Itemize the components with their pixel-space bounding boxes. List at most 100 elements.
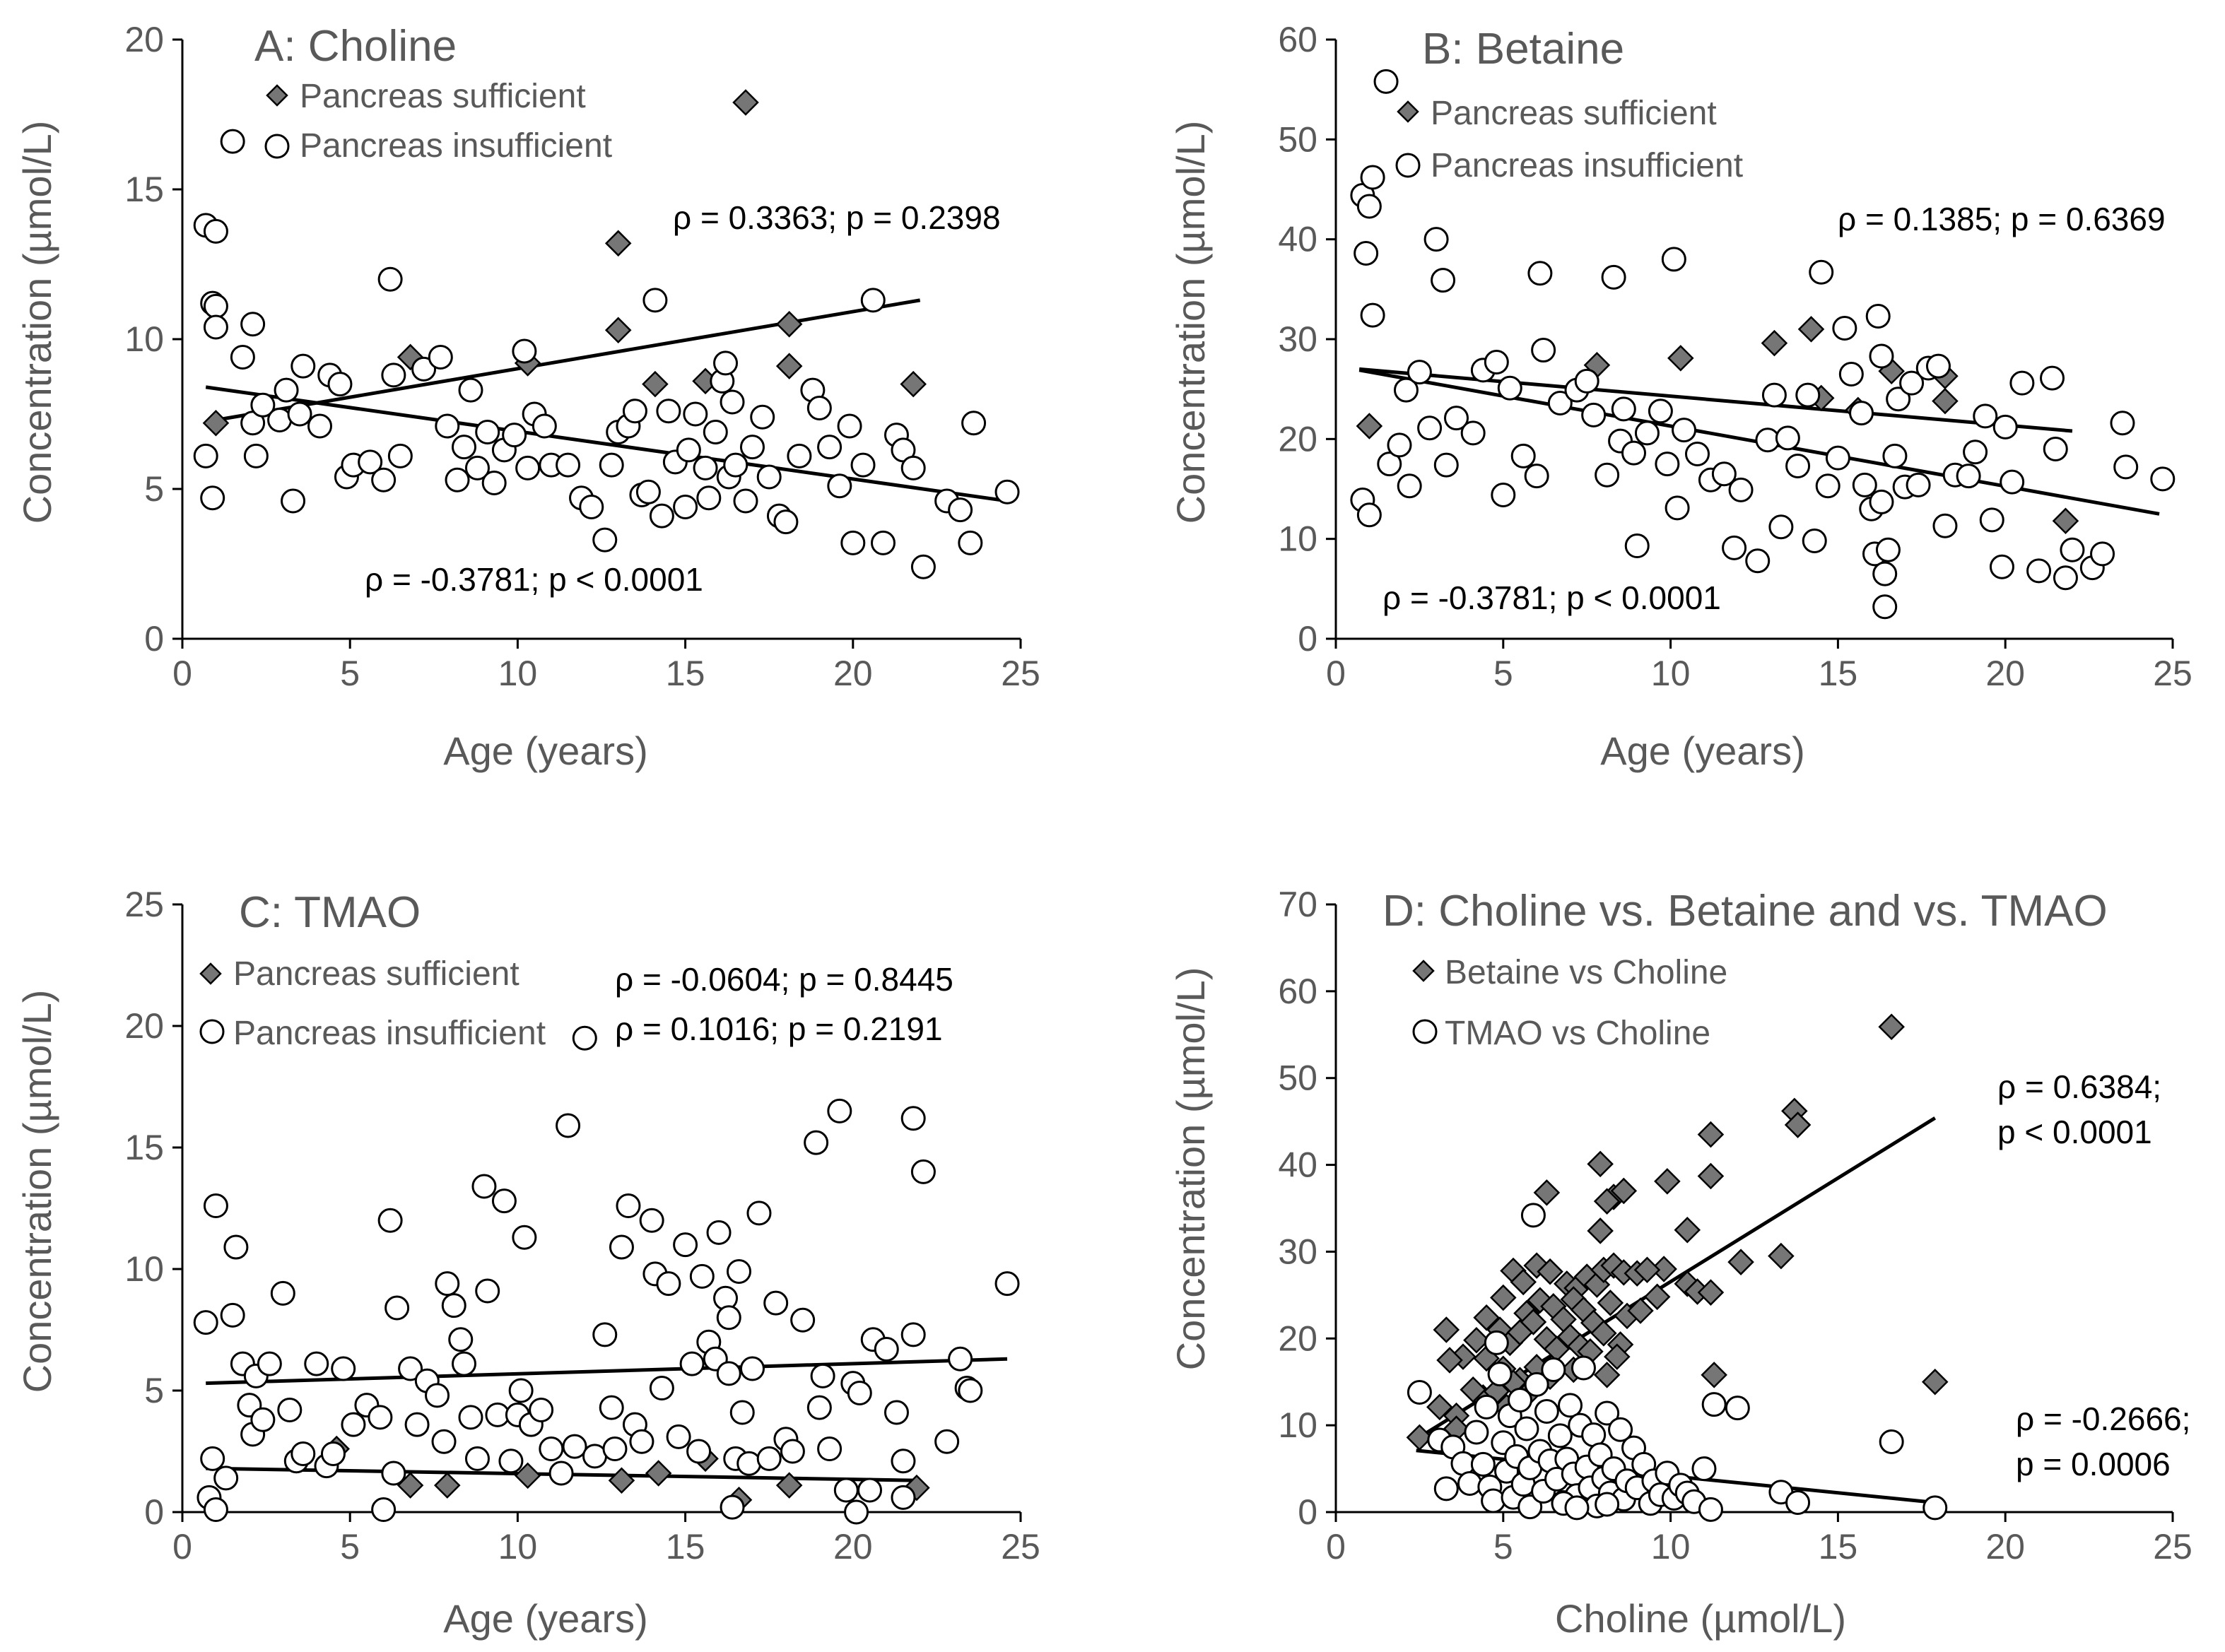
data-point-pancreas-insufficient <box>746 1200 772 1226</box>
data-point-tmao-vs-choline <box>1534 1398 1559 1424</box>
y-tick-label: 70 <box>1278 885 1317 924</box>
data-point-pancreas-insufficient <box>827 1098 852 1123</box>
data-point-pancreas-insufficient <box>1869 489 1894 514</box>
data-point-pancreas-sufficient <box>1932 387 1959 415</box>
data-point-pancreas-insufficient <box>539 1436 564 1462</box>
data-point-pancreas-insufficient <box>790 1307 816 1333</box>
x-tick-label: 5 <box>340 654 360 693</box>
data-point-pancreas-insufficient <box>502 423 527 448</box>
data-point-pancreas-insufficient <box>1838 361 1864 387</box>
data-point-pancreas-insufficient <box>666 1424 691 1449</box>
data-point-tmao-vs-choline <box>1785 1489 1811 1515</box>
data-point-pancreas-sufficient <box>604 317 632 344</box>
data-point-pancreas-insufficient <box>1423 227 1449 252</box>
data-point-betaine-vs-choline <box>1604 1343 1631 1370</box>
data-point-pancreas-insufficient <box>1433 452 1459 478</box>
data-point-pancreas-insufficient <box>562 1434 587 1459</box>
data-point-pancreas-insufficient <box>2060 537 2085 562</box>
data-point-pancreas-insufficient <box>806 1395 832 1420</box>
panel-c-legend-insufficient: Pancreas insufficient <box>233 1015 546 1052</box>
y-tick-label: 15 <box>124 170 164 209</box>
data-point-pancreas-insufficient <box>1574 368 1599 394</box>
data-point-pancreas-insufficient <box>451 1351 476 1376</box>
data-point-pancreas-insufficient <box>213 1465 239 1491</box>
panel-a-legend: Pancreas sufficient Pancreas insufficien… <box>264 78 612 165</box>
data-point-pancreas-insufficient <box>556 452 581 478</box>
data-point-pancreas-insufficient <box>464 1446 490 1471</box>
panel-c-x-axis-label: Age (years) <box>443 1596 647 1641</box>
data-point-pancreas-insufficient <box>2053 565 2078 591</box>
data-point-pancreas-insufficient <box>377 1208 403 1233</box>
panel-d-legend-betaine: Betaine vs Choline <box>1445 954 1727 991</box>
data-point-pancreas-insufficient <box>2040 365 2065 391</box>
data-point-tmao-vs-choline <box>1879 1429 1904 1454</box>
data-point-pancreas-insufficient <box>683 401 708 427</box>
data-point-pancreas-insufficient <box>1581 402 1607 427</box>
data-point-betaine-vs-choline <box>1768 1242 1795 1270</box>
data-point-pancreas-insufficient <box>1852 472 1877 497</box>
data-point-pancreas-insufficient <box>368 1405 393 1430</box>
panel-a-legend-insufficient: Pancreas insufficient <box>300 127 612 165</box>
data-point-pancreas-insufficient <box>220 129 245 154</box>
data-point-betaine-vs-choline <box>1610 1177 1638 1205</box>
data-point-pancreas-insufficient <box>1360 302 1385 328</box>
y-tick-label: 10 <box>1278 1405 1317 1445</box>
data-point-betaine-vs-choline <box>1633 1256 1661 1283</box>
data-point-pancreas-insufficient <box>656 399 681 424</box>
data-point-pancreas-insufficient <box>307 413 333 439</box>
data-point-pancreas-insufficient <box>716 1361 741 1386</box>
x-tick-label: 25 <box>1001 654 1040 693</box>
data-point-pancreas-insufficient <box>1886 387 1911 412</box>
panel-b-legend: Pancreas sufficient Pancreas insufficien… <box>1395 95 1743 184</box>
panel-b-annotation-sufficient: ρ = 0.1385; p = 0.6369 <box>1838 201 2166 237</box>
x-tick-label: 25 <box>2153 654 2192 693</box>
data-point-pancreas-insufficient <box>1356 194 1382 219</box>
data-point-pancreas-insufficient <box>277 1398 303 1423</box>
data-point-pancreas-insufficient <box>1460 420 1486 446</box>
data-point-pancreas-insufficient <box>1815 473 1841 499</box>
data-point-pancreas-insufficient <box>1621 440 1647 466</box>
data-point-pancreas-insufficient <box>602 1436 628 1462</box>
data-point-pancreas-sufficient <box>732 89 759 116</box>
y-tick-label: 10 <box>1278 519 1317 559</box>
data-point-pancreas-insufficient <box>193 443 218 468</box>
data-point-pancreas-sufficient <box>514 1462 541 1489</box>
data-point-pancreas-insufficient <box>404 1412 430 1437</box>
data-point-tmao-vs-choline <box>1608 1417 1633 1442</box>
data-point-pancreas-insufficient <box>441 1293 466 1318</box>
legend-diamond-marker-icon <box>199 962 222 985</box>
data-point-pancreas-insufficient <box>203 1193 228 1219</box>
data-point-pancreas-insufficient <box>787 443 812 468</box>
data-point-pancreas-insufficient <box>900 455 926 480</box>
data-point-pancreas-insufficient <box>763 1290 789 1316</box>
data-point-pancreas-insufficient <box>203 293 228 319</box>
data-point-pancreas-insufficient <box>515 455 541 480</box>
trendline-pancreas-sufficient <box>216 298 921 422</box>
data-point-pancreas-insufficient <box>900 1106 926 1131</box>
data-point-tmao-vs-choline <box>1481 1488 1506 1514</box>
x-tick-label: 25 <box>2153 1527 2192 1567</box>
x-tick-label: 5 <box>1493 654 1513 693</box>
data-point-pancreas-sufficient <box>775 311 803 338</box>
data-point-pancreas-insufficient <box>435 413 460 439</box>
data-point-pancreas-insufficient <box>891 1449 916 1474</box>
data-point-pancreas-sufficient <box>775 353 803 379</box>
data-point-pancreas-insufficient <box>1601 264 1626 290</box>
x-tick-label: 15 <box>666 1527 705 1567</box>
data-point-pancreas-insufficient <box>1745 548 1771 574</box>
panel-c-annotation-insufficient: ρ = 0.1016; p = 0.2191 <box>615 1010 943 1047</box>
y-tick-label: 5 <box>144 1371 164 1410</box>
data-point-pancreas-insufficient <box>720 389 745 415</box>
data-point-pancreas-insufficient <box>1963 439 1988 465</box>
data-point-pancreas-insufficient <box>1672 418 1697 443</box>
data-point-pancreas-insufficient <box>1524 464 1549 489</box>
data-point-pancreas-insufficient <box>1728 477 1754 502</box>
data-point-pancreas-insufficient <box>961 411 987 436</box>
panel-a-points <box>193 89 1020 579</box>
data-point-betaine-vs-choline <box>1697 1162 1725 1190</box>
data-point-pancreas-insufficient <box>833 1477 859 1503</box>
data-point-pancreas-sufficient <box>604 230 632 257</box>
data-point-pancreas-insufficient <box>1973 403 1998 429</box>
data-point-pancreas-insufficient <box>1849 401 1874 426</box>
data-point-pancreas-insufficient <box>508 1378 534 1403</box>
